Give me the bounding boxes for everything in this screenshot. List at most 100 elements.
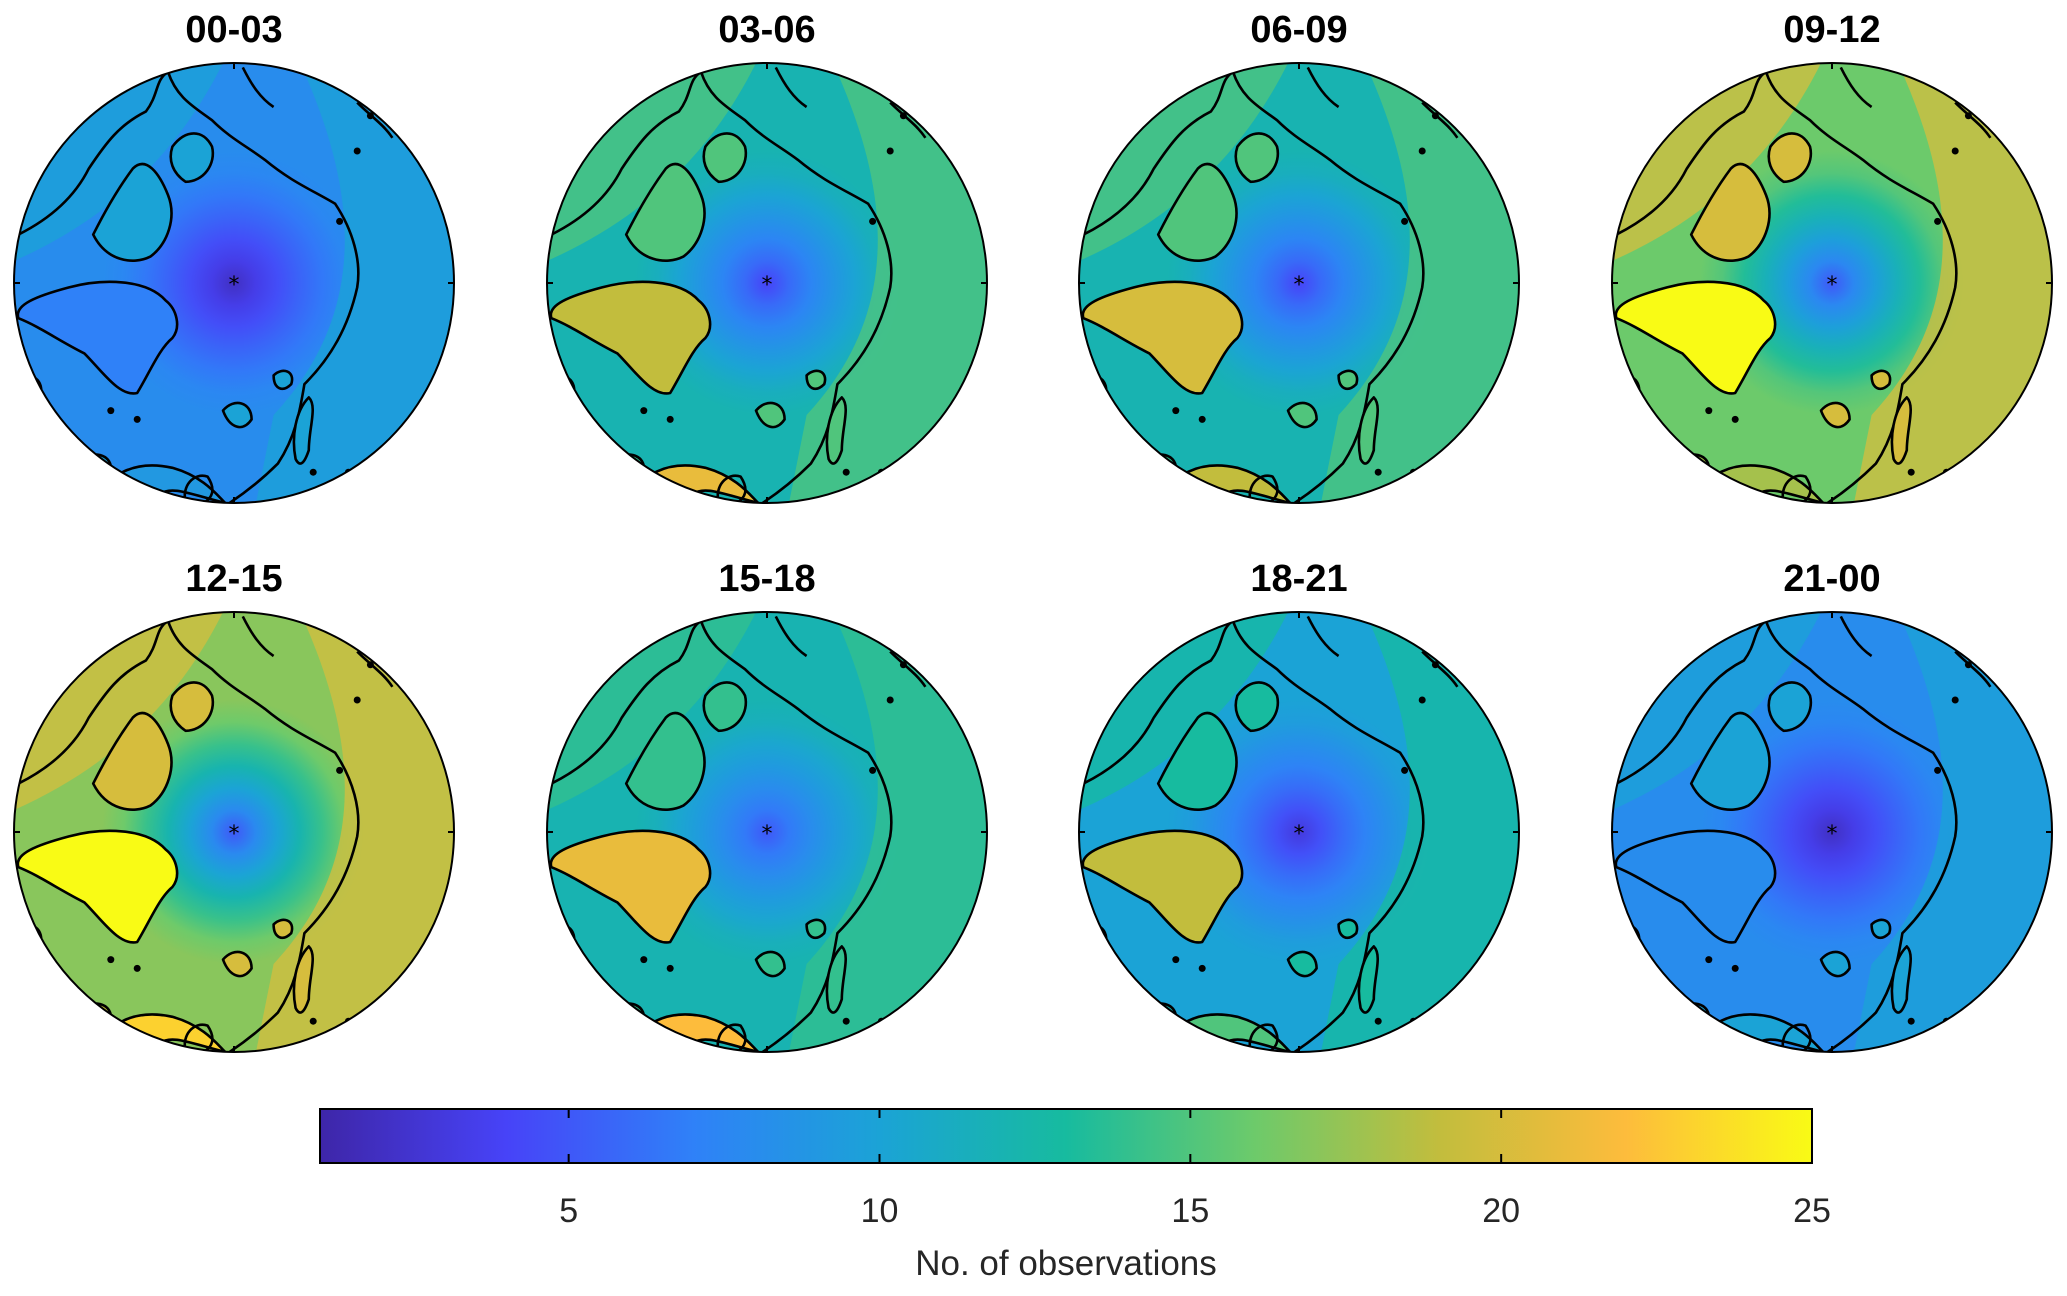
- small-island: [1907, 468, 1915, 476]
- pole-marker: *: [229, 273, 240, 298]
- canada-coast: [1082, 619, 1234, 785]
- panel-title: 06-09: [1250, 9, 1347, 51]
- map-body: [1079, 612, 1519, 1052]
- franz-josef-land: [272, 369, 294, 391]
- hudson-coast: [1082, 924, 1108, 987]
- svalbard: [1286, 950, 1318, 978]
- small-island: [107, 407, 115, 415]
- small-island: [640, 956, 648, 964]
- pole-marker: *: [1827, 822, 1838, 847]
- panel-title: 12-15: [185, 558, 282, 600]
- small-island: [1951, 696, 1959, 704]
- baltic-coast: [1248, 1023, 1279, 1052]
- iceland: [78, 453, 113, 475]
- panel-title: 09-12: [1783, 9, 1880, 51]
- siberia-coast: [166, 71, 360, 503]
- franz-josef-land: [1870, 369, 1892, 391]
- iceland: [611, 1002, 646, 1024]
- small-island: [336, 217, 344, 225]
- greenland: [1081, 829, 1244, 944]
- map-body: [547, 63, 987, 503]
- canada-coast: [550, 619, 702, 785]
- siberia-coast: [1231, 620, 1425, 1052]
- north-america-land: [14, 612, 223, 810]
- hudson-coast: [17, 375, 43, 438]
- canadian-archipelago: [91, 711, 173, 811]
- baltic-coast: [183, 474, 214, 503]
- small-island: [842, 1017, 850, 1025]
- map-body: [1079, 63, 1519, 503]
- hudson-coast: [1615, 375, 1641, 438]
- baltic-coast: [1781, 1023, 1812, 1052]
- map-panel-15-18: 15-18 *: [546, 558, 988, 1053]
- novaya-zemlya: [1890, 945, 1912, 1014]
- colorbar-ticks: 5 10 15 20 25: [559, 1109, 1831, 1230]
- siberia-coast: [166, 620, 360, 1052]
- map-body: [1612, 63, 2052, 503]
- canadian-archipelago-north: [1234, 681, 1280, 733]
- small-island: [1374, 468, 1382, 476]
- hudson-coast: [550, 375, 576, 438]
- canadian-archipelago-north: [169, 132, 215, 184]
- baltic-coast: [1781, 474, 1812, 503]
- small-island: [1964, 661, 1972, 669]
- small-island: [899, 661, 907, 669]
- pole-marker: *: [762, 273, 773, 298]
- novaya-zemlya: [292, 396, 314, 465]
- greenland: [1614, 280, 1777, 395]
- small-island: [1374, 1017, 1382, 1025]
- small-island: [1431, 112, 1439, 120]
- small-island: [1731, 415, 1739, 423]
- franz-josef-land: [1337, 918, 1359, 940]
- coastlines: [549, 66, 927, 503]
- canada-coast: [17, 70, 169, 236]
- franz-josef-land: [805, 918, 827, 940]
- north-america-land: [1612, 612, 1821, 810]
- coastlines: [1614, 66, 1992, 503]
- map-body: [14, 612, 454, 1052]
- iceland: [1676, 453, 1711, 475]
- small-island: [842, 468, 850, 476]
- colorbar-gradient: [319, 1108, 1813, 1164]
- north-america-land: [1079, 63, 1288, 261]
- siberia-islands-coast: [1306, 66, 1459, 139]
- baltic-coast: [716, 1023, 747, 1052]
- small-island: [1705, 407, 1713, 415]
- canadian-archipelago-north: [702, 681, 748, 733]
- small-island: [1731, 964, 1739, 972]
- siberia-islands-coast: [1839, 66, 1992, 139]
- greenland: [549, 280, 712, 395]
- small-island: [1431, 661, 1439, 669]
- small-island: [1401, 766, 1409, 774]
- baltic-coast: [183, 1023, 214, 1052]
- canadian-archipelago: [91, 162, 173, 262]
- map-panel-09-12: 09-12 *: [1611, 9, 2053, 504]
- small-island: [899, 112, 907, 120]
- svalbard: [1819, 950, 1851, 978]
- small-island: [886, 696, 894, 704]
- hudson-coast: [1082, 375, 1108, 438]
- map-panel-18-21: 18-21 *: [1078, 558, 1520, 1053]
- siberia-islands-coast: [241, 615, 394, 688]
- colorbar-tick-label: 15: [1171, 1192, 1209, 1230]
- canadian-archipelago-north: [1767, 132, 1813, 184]
- small-island: [309, 468, 317, 476]
- small-island: [1198, 964, 1206, 972]
- small-island: [640, 407, 648, 415]
- pole-marker: *: [1827, 273, 1838, 298]
- pole-marker: *: [229, 822, 240, 847]
- iceland: [1676, 1002, 1711, 1024]
- canadian-archipelago-north: [1767, 681, 1813, 733]
- canadian-archipelago-north: [169, 681, 215, 733]
- north-america-land: [547, 63, 756, 261]
- canada-coast: [1082, 70, 1234, 236]
- small-island: [869, 217, 877, 225]
- svalbard: [754, 401, 786, 429]
- canada-coast: [1615, 70, 1767, 236]
- small-island: [1934, 766, 1942, 774]
- small-island: [1934, 217, 1942, 225]
- siberia-coast: [699, 620, 893, 1052]
- map-body: [547, 612, 987, 1052]
- canada-coast: [1615, 619, 1767, 785]
